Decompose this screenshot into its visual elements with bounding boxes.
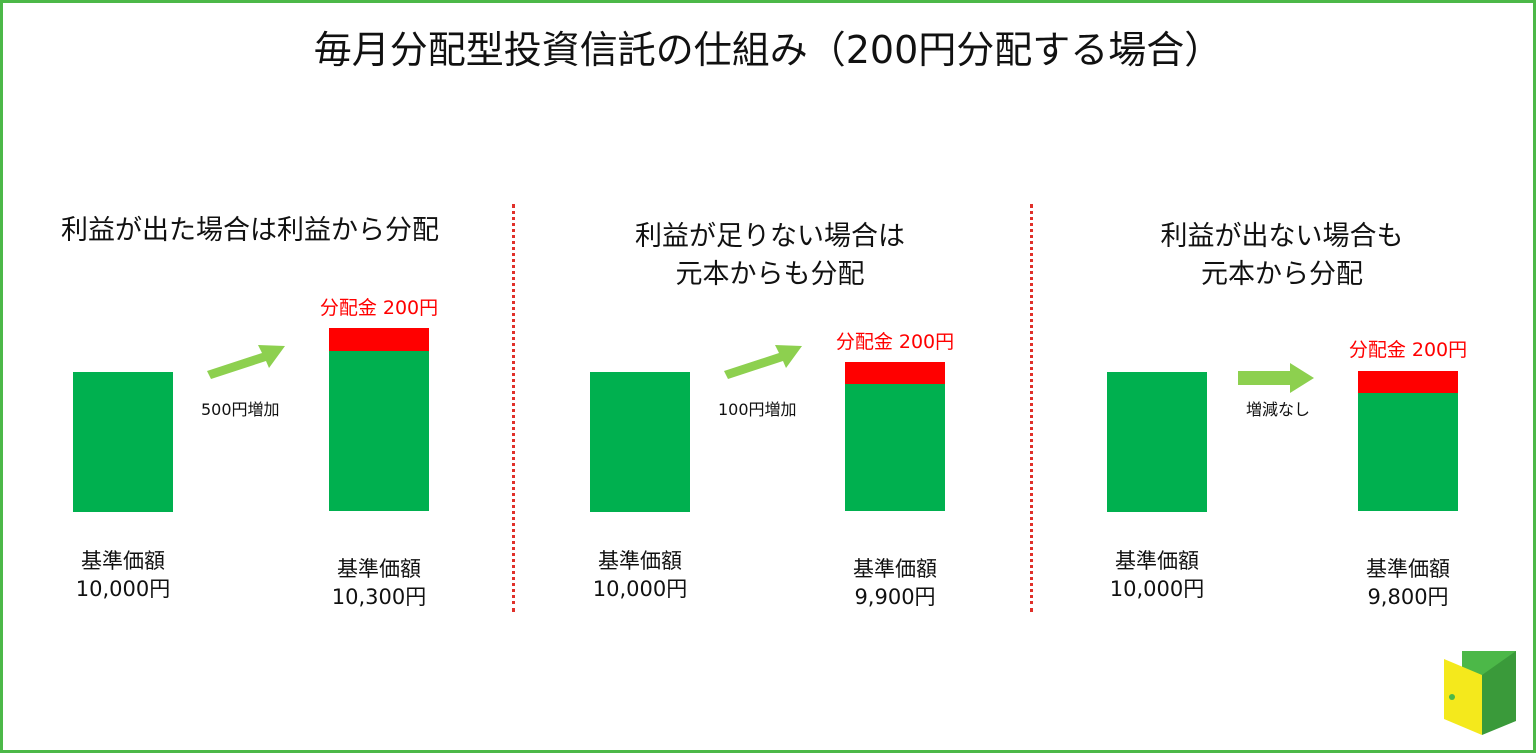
after-nav: 基準価額 9,800円 — [1333, 555, 1483, 611]
flat-arrow-icon — [1238, 363, 1314, 393]
panel-heading-line: 利益が足りない場合は — [635, 221, 905, 252]
nav-label: 基準価額 — [598, 549, 682, 573]
panel-divider-2 — [1030, 204, 1033, 612]
before-bar — [590, 372, 690, 512]
panel-heading: 利益が出ない場合も 元本から分配 — [1052, 218, 1512, 294]
nav-value: 10,300円 — [331, 585, 427, 609]
distribution-label: 分配金 200円 — [319, 297, 439, 319]
nav-value: 9,800円 — [1367, 585, 1449, 609]
before-nav: 基準価額 10,000円 — [48, 547, 198, 603]
nav-label: 基準価額 — [1366, 557, 1450, 581]
nav-label: 基準価額 — [1115, 549, 1199, 573]
panel-heading-line: 利益が出ない場合も — [1160, 221, 1404, 252]
before-bar — [1107, 372, 1207, 512]
panel-heading-line: 利益が出た場合は利益から分配 — [61, 215, 439, 246]
nav-label: 基準価額 — [337, 557, 421, 581]
increase-arrow-icon — [724, 345, 802, 379]
after-nav: 基準価額 10,300円 — [304, 555, 454, 611]
nav-value: 10,000円 — [592, 577, 688, 601]
distribution-label: 分配金 200円 — [1348, 339, 1468, 361]
nav-value: 10,000円 — [75, 577, 171, 601]
door-logo-icon — [1444, 651, 1516, 735]
distribution-segment — [329, 328, 429, 351]
after-bar — [329, 351, 429, 511]
panel-heading-line: 元本からも分配 — [675, 259, 865, 290]
after-nav: 基準価額 9,900円 — [820, 555, 970, 611]
panel-heading: 利益が出た場合は利益から分配 — [20, 212, 480, 250]
increase-arrow-icon — [207, 345, 285, 379]
distribution-segment — [845, 362, 945, 384]
nav-label: 基準価額 — [853, 557, 937, 581]
panel-heading-line: 元本から分配 — [1201, 259, 1363, 290]
nav-label: 基準価額 — [81, 549, 165, 573]
nav-value: 10,000円 — [1109, 577, 1205, 601]
page-title: 毎月分配型投資信託の仕組み（200円分配する場合） — [313, 28, 1223, 72]
before-nav: 基準価額 10,000円 — [1082, 547, 1232, 603]
distribution-segment — [1358, 371, 1458, 393]
panel-divider-1 — [512, 204, 515, 612]
change-label: 増減なし — [1246, 400, 1311, 419]
change-label: 100円増加 — [718, 400, 797, 419]
panel-heading: 利益が足りない場合は 元本からも分配 — [540, 218, 1000, 294]
before-bar — [73, 372, 173, 512]
change-label: 500円増加 — [201, 400, 280, 419]
nav-value: 9,900円 — [854, 585, 936, 609]
after-bar — [1358, 393, 1458, 511]
distribution-label: 分配金 200円 — [835, 331, 955, 353]
before-nav: 基準価額 10,000円 — [565, 547, 715, 603]
after-bar — [845, 384, 945, 511]
